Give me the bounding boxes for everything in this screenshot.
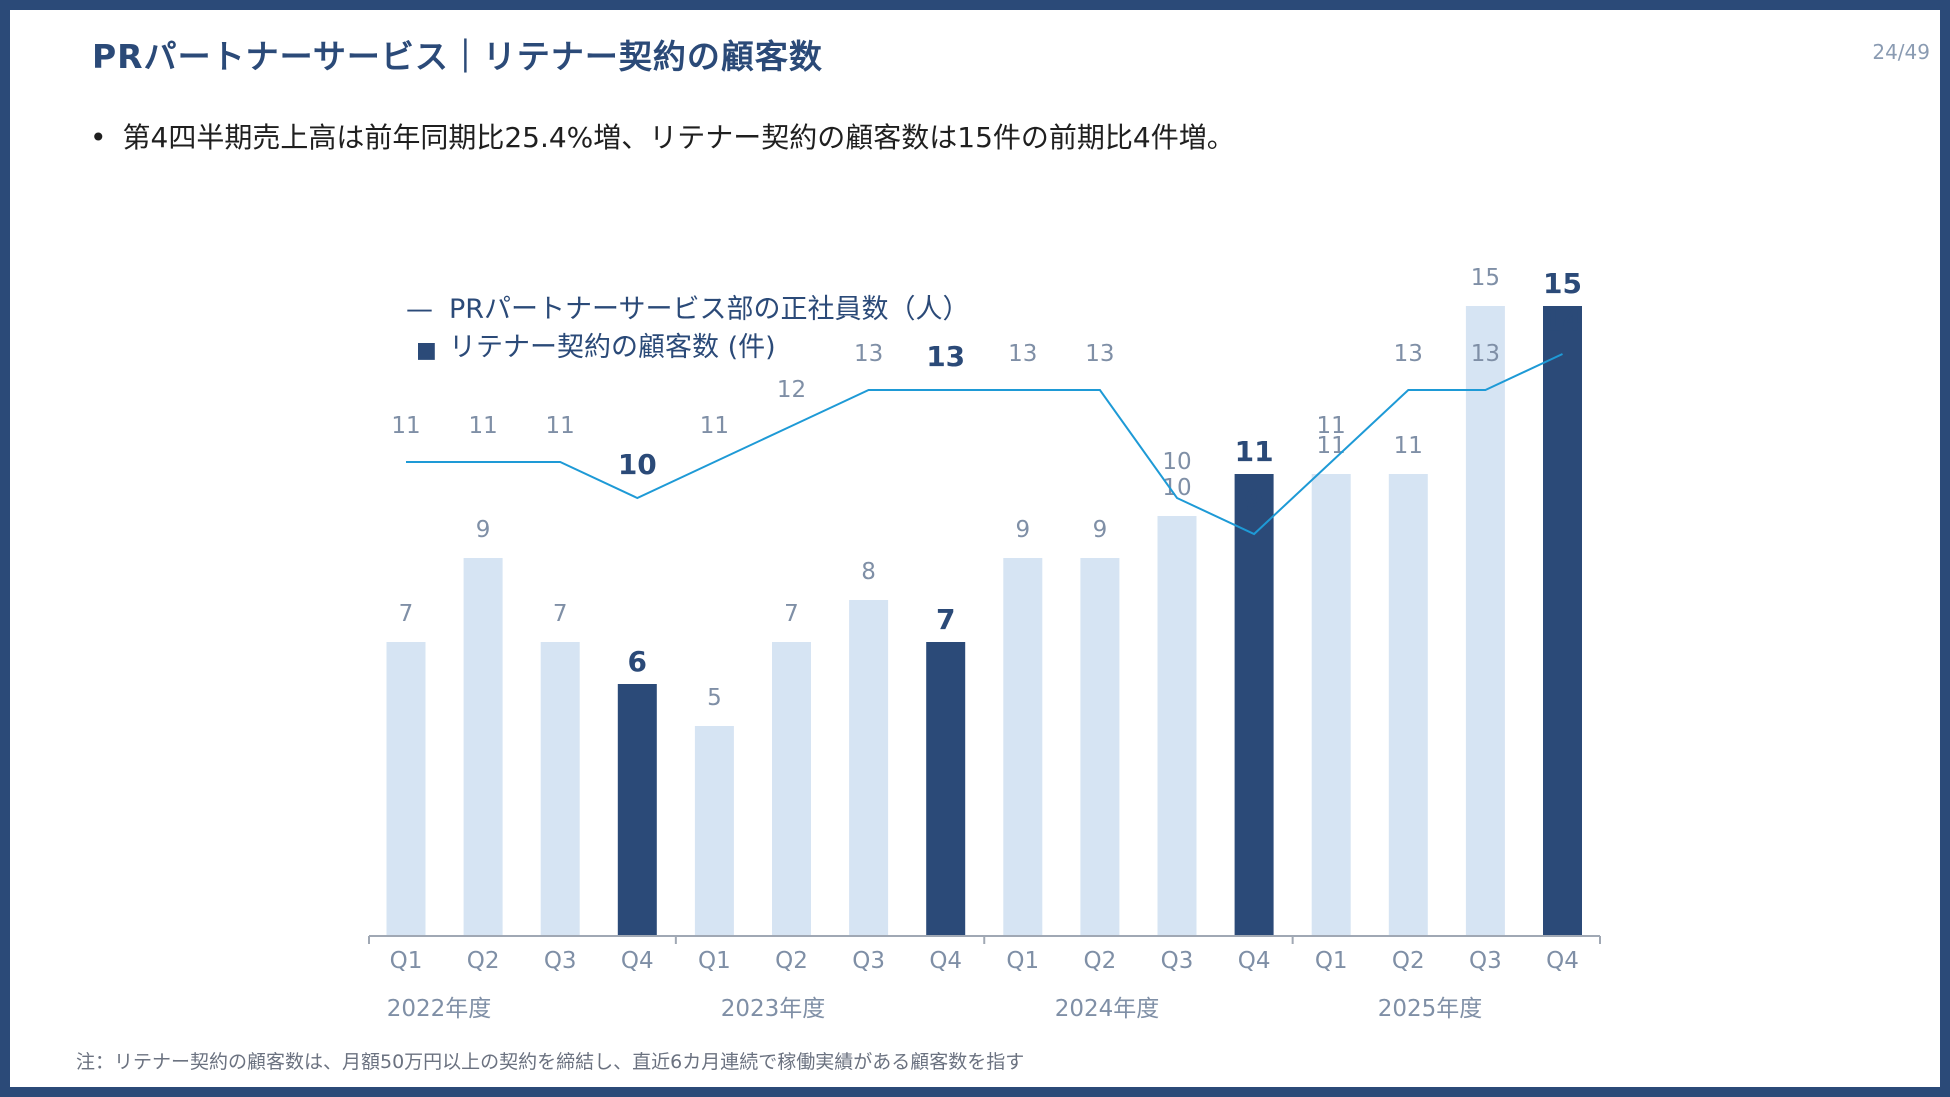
x-year-label: 2022年度 (387, 996, 492, 1022)
line-data-label: 11 (1317, 413, 1346, 439)
bar-data-label: 11 (1317, 433, 1346, 459)
bar-data-label: 15 (1471, 265, 1500, 291)
x-tick-label: Q4 (1238, 948, 1271, 974)
x-tick-label: Q1 (1315, 948, 1348, 974)
line-series (406, 353, 1563, 536)
bar (1080, 558, 1120, 936)
bullet-dot: • (90, 121, 107, 154)
bar-data-label: 6 (628, 645, 647, 678)
line-data-label: 11 (700, 413, 729, 439)
line-data-label: 13 (854, 341, 883, 367)
x-tick-label: Q1 (698, 948, 731, 974)
bar (1388, 474, 1428, 936)
bar-data-label: 7 (784, 601, 799, 627)
page-number: 24/49 (1872, 40, 1930, 64)
x-tick-label: Q3 (544, 948, 577, 974)
bar-data-label: 9 (1093, 517, 1108, 543)
x-year-label: 2024年度 (1055, 996, 1160, 1022)
summary-text: 第4四半期売上高は前年同期比25.4%増、リテナー契約の顧客数は15件の前期比4… (122, 121, 1235, 154)
line-data-label: 10 (1162, 449, 1191, 475)
x-tick-label: Q4 (621, 948, 654, 974)
bar-data-label: 8 (861, 559, 876, 585)
line-data-label: 11 (546, 413, 575, 439)
bar-data-label: 11 (1235, 435, 1274, 468)
bar (1465, 306, 1505, 936)
x-tick-label: Q3 (1469, 948, 1502, 974)
bar (617, 684, 657, 936)
bar-data-label: 7 (399, 601, 414, 627)
line-data-label: 11 (391, 413, 420, 439)
line-data-label: 13 (1085, 341, 1114, 367)
line-data-label: 14 (1543, 304, 1582, 337)
x-tick-label: Q4 (929, 948, 962, 974)
bar-data-label: 15 (1543, 267, 1582, 300)
bar-data-label: 7 (936, 603, 955, 636)
bar (1234, 474, 1274, 936)
line-data-label: 12 (777, 377, 806, 403)
bar-data-label: 9 (1015, 517, 1030, 543)
x-tick-label: Q4 (1546, 948, 1579, 974)
x-axis: Q1 Q2 Q3 Q4 Q1 Q2 Q3 Q4 Q1 Q2 Q3 Q4 Q1 Q2 Q3 Q4 2022年度 20… (368, 935, 1601, 1022)
bar (386, 642, 426, 936)
x-tick-label: Q1 (1006, 948, 1039, 974)
x-tick-label: Q3 (852, 948, 885, 974)
x-tick-label: Q2 (1392, 948, 1425, 974)
line-data-label: 9 (1244, 484, 1263, 517)
x-year-label: 2025年度 (1378, 996, 1483, 1022)
legend-bar-label: リテナー契約の顧客数 (件) (449, 332, 776, 363)
bar-data-label: 5 (707, 685, 722, 711)
bar (1157, 516, 1197, 936)
legend-line-marker: — (406, 294, 433, 325)
legend-line-label: PRパートナーサービス部の正社員数（人） (449, 294, 970, 325)
line-data-label: 10 (618, 448, 657, 481)
line-data-label: 13 (1394, 341, 1423, 367)
line-data-label: 11 (468, 413, 497, 439)
bar (1003, 558, 1043, 936)
bar-data-label: 11 (1394, 433, 1423, 459)
bar (463, 558, 503, 936)
bar (926, 642, 966, 936)
x-tick-label: Q2 (775, 948, 808, 974)
line-data-label: 13 (1008, 341, 1037, 367)
bar-data-label: 9 (476, 517, 491, 543)
x-tick-label: Q1 (390, 948, 423, 974)
page-title: PRパートナーサービス｜リテナー契約の顧客数 (92, 37, 823, 76)
x-tick-label: Q3 (1161, 948, 1194, 974)
bar (694, 726, 734, 936)
bar-data-label: 7 (553, 601, 568, 627)
line-data-label: 13 (1471, 341, 1500, 367)
bar (849, 600, 889, 936)
bar (1543, 306, 1582, 936)
x-tick-label: Q2 (467, 948, 500, 974)
footnote: 注：リテナー契約の顧客数は、月額50万円以上の契約を締結し、直近6カ月連続で稼働… (76, 1051, 1025, 1073)
legend-bar-marker: ■ (416, 338, 437, 363)
line-data-label: 13 (926, 340, 965, 373)
legend: — PRパートナーサービス部の正社員数（人） ■ リテナー契約の顧客数 (件) (406, 294, 970, 363)
bar (1311, 474, 1351, 936)
summary-bullet: • 第4四半期売上高は前年同期比25.4%増、リテナー契約の顧客数は15件の前期比… (90, 116, 1235, 156)
x-year-label: 2023年度 (721, 996, 826, 1022)
bar (540, 642, 580, 936)
line-path (406, 353, 1563, 536)
bar-series (386, 306, 1582, 936)
x-tick-label: Q2 (1084, 948, 1117, 974)
bar (772, 642, 811, 936)
